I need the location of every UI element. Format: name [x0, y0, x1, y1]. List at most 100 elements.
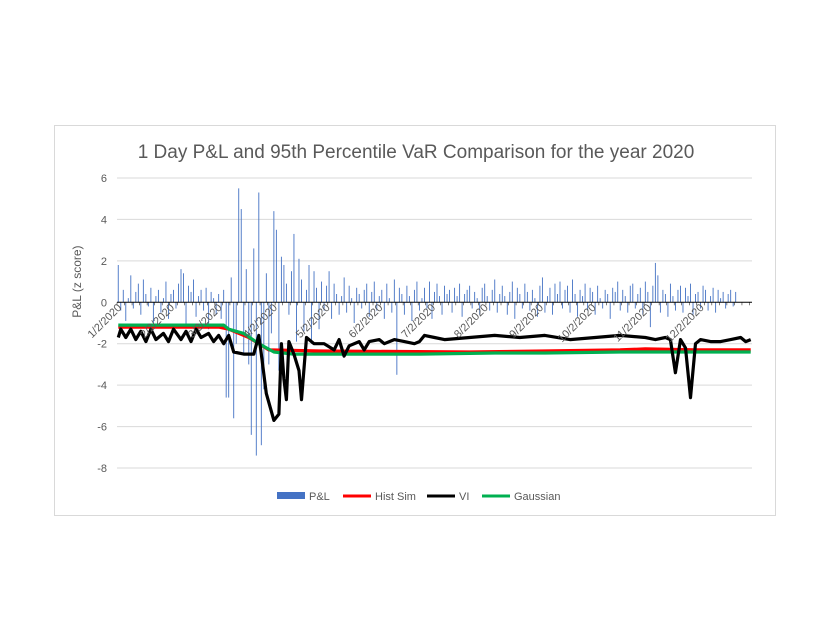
- pl-bar: [268, 302, 270, 365]
- pl-bar: [165, 281, 167, 303]
- pl-bar: [584, 283, 586, 303]
- pl-bar: [481, 287, 483, 303]
- pl-bar: [664, 294, 666, 303]
- pl-bar: [705, 289, 707, 303]
- pl-bar: [125, 302, 127, 321]
- pl-bar: [371, 291, 373, 303]
- pl-bar: [301, 279, 302, 303]
- pl-bar: [363, 289, 365, 303]
- pl-bar: [617, 281, 619, 303]
- y-tick-label: 4: [101, 214, 107, 226]
- pl-bar: [722, 291, 724, 303]
- pl-bar: [245, 269, 247, 303]
- pl-bar: [180, 269, 182, 303]
- pl-bar: [476, 298, 478, 303]
- pl-bar: [248, 302, 250, 365]
- pl-bar: [524, 283, 526, 303]
- pl-bar: [195, 302, 197, 317]
- pl-bar: [303, 302, 305, 332]
- pl-bar: [233, 302, 235, 419]
- pl-bar: [674, 302, 676, 311]
- pl-bar: [416, 281, 418, 303]
- pl-bar: [255, 302, 257, 456]
- pl-bar: [366, 283, 368, 303]
- chart-frame: 1 Day P&L and 95th Percentile VaR Compar…: [54, 125, 776, 516]
- pl-bar: [298, 258, 300, 303]
- pl-bar: [140, 302, 142, 315]
- pl-bar: [391, 302, 393, 313]
- pl-bar: [150, 287, 152, 303]
- pl-bar: [622, 289, 624, 303]
- pl-bar: [341, 296, 343, 303]
- pl-bar: [283, 265, 285, 303]
- y-tick-label: -2: [97, 339, 107, 351]
- legend-item-p-l: P&L: [277, 491, 330, 503]
- pl-bar: [235, 302, 237, 344]
- pl-bar: [612, 287, 614, 303]
- pl-bar: [356, 287, 358, 303]
- pl-bar: [449, 289, 451, 303]
- pl-bar: [338, 302, 340, 315]
- pl-bar: [486, 296, 488, 303]
- pl-bar: [549, 287, 551, 303]
- pl-bar: [157, 289, 159, 303]
- y-tick-label: -6: [97, 422, 107, 434]
- pl-bar: [170, 294, 172, 303]
- pl-bar: [155, 296, 157, 303]
- pl-bar: [218, 294, 220, 303]
- legend-label: Gaussian: [514, 491, 560, 503]
- pl-bar: [491, 289, 493, 303]
- pl-bar: [732, 302, 734, 307]
- pl-bar: [238, 188, 240, 303]
- pl-bar: [220, 302, 222, 319]
- pl-bar: [637, 294, 639, 303]
- pl-bar: [685, 287, 686, 303]
- pl-bar: [117, 265, 119, 303]
- pl-bar: [501, 285, 503, 303]
- pl-bar: [451, 302, 453, 313]
- pl-bar: [539, 285, 541, 303]
- pl-bar: [669, 283, 671, 303]
- pl-bar: [619, 302, 621, 311]
- pl-bar: [403, 302, 405, 315]
- pl-bar: [514, 302, 516, 319]
- pl-bar: [680, 285, 681, 303]
- pl-bar: [328, 271, 330, 303]
- pl-bar: [712, 287, 714, 303]
- pl-bar: [147, 302, 149, 307]
- pl-bar: [436, 283, 438, 303]
- pl-bar: [567, 285, 568, 303]
- pl-bar: [393, 279, 395, 303]
- pl-bar: [225, 302, 227, 398]
- pl-bar: [323, 302, 325, 311]
- pl-bar: [604, 289, 606, 303]
- legend: P&L Hist Sim VI Gaussian: [277, 491, 560, 503]
- pl-bar: [534, 298, 536, 303]
- pl-bar: [569, 302, 571, 313]
- pl-bar: [152, 302, 154, 323]
- pl-bar: [444, 285, 445, 303]
- pl-bar: [441, 302, 443, 315]
- x-tick-label: 7/2/2020: [399, 302, 438, 341]
- x-tick-label: 6/2/2020: [347, 302, 386, 341]
- pl-bar: [160, 302, 162, 313]
- pl-bar: [296, 302, 297, 342]
- pl-bar: [173, 289, 174, 303]
- pl-bar: [564, 289, 566, 303]
- pl-bar: [730, 289, 732, 303]
- pl-bar: [461, 302, 463, 317]
- pl-bar: [145, 294, 147, 303]
- pl-bar: [273, 211, 275, 303]
- pl-bar: [552, 302, 553, 315]
- pl-bar: [278, 302, 280, 371]
- pl-bar: [230, 277, 232, 303]
- pl-bar: [346, 302, 348, 313]
- pl-bar: [609, 302, 611, 319]
- pl-bar: [479, 302, 481, 315]
- gridlines: [117, 177, 752, 469]
- pl-bar: [333, 283, 335, 303]
- pl-bar: [193, 279, 195, 303]
- pl-bar: [285, 283, 287, 303]
- pl-bar: [494, 279, 496, 303]
- pl-bar: [183, 273, 184, 303]
